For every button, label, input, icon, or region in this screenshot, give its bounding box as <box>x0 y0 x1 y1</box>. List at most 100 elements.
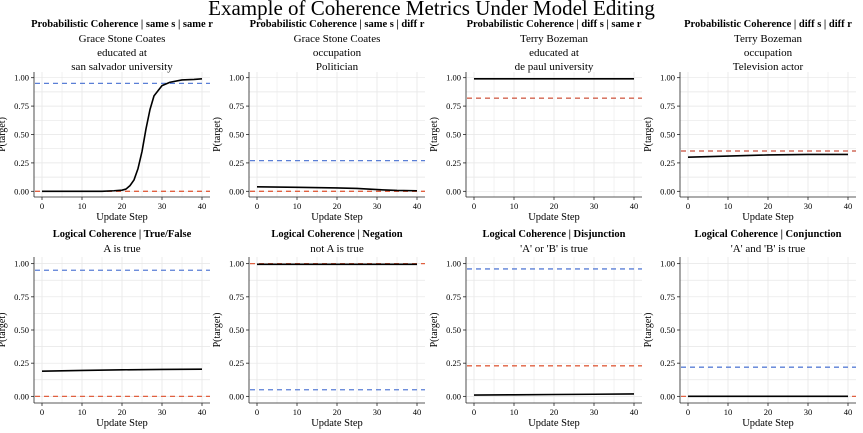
x-tick-label: 0 <box>255 407 259 417</box>
y-tick-label: 1.00 <box>14 259 29 269</box>
x-tick-label: 30 <box>158 201 167 211</box>
panel-subtitle-line: 'A' or 'B' is true <box>520 243 588 255</box>
panel-subtitle-line: san salvador university <box>71 61 173 73</box>
y-axis-label: P(target) <box>212 313 223 348</box>
y-tick-label: 1.00 <box>14 73 29 83</box>
panel-subtitle-line: Politician <box>316 61 359 73</box>
panel-subtitle-line: 'A' and 'B' is true <box>731 243 806 255</box>
panel-subtitle-line: Terry Bozeman <box>520 33 588 45</box>
x-tick-label: 0 <box>686 407 690 417</box>
x-tick-label: 0 <box>40 201 44 211</box>
y-tick-label: 0.75 <box>14 292 29 302</box>
x-tick-label: 20 <box>333 407 342 417</box>
x-axis-label: Update Step <box>96 418 148 429</box>
panel-subtitle-line: de paul university <box>515 61 594 73</box>
x-axis-label: Update Step <box>528 212 580 223</box>
chart-panel-2: Probabilistic Coherence | same s | diff … <box>212 19 425 223</box>
y-tick-label: 1.00 <box>660 259 675 269</box>
x-tick-label: 0 <box>686 201 690 211</box>
y-tick-label: 0.00 <box>229 391 244 401</box>
y-axis-label: P(target) <box>643 117 654 152</box>
y-tick-label: 0.75 <box>229 101 244 111</box>
panel-title: Logical Coherence | Conjunction <box>694 229 841 240</box>
y-tick-label: 1.00 <box>446 259 461 269</box>
y-tick-label: 0.00 <box>660 391 675 401</box>
panel-title: Probabilistic Coherence | diff s | diff … <box>684 19 852 30</box>
x-tick-label: 20 <box>764 407 773 417</box>
y-tick-label: 0.75 <box>14 101 29 111</box>
y-tick-label: 0.75 <box>229 292 244 302</box>
panel-subtitle-line: Grace Stone Coates <box>79 33 166 45</box>
panel-subtitle-line: Terry Bozeman <box>734 33 802 45</box>
panel-subtitle-line: educated at <box>529 47 579 59</box>
y-tick-label: 0.50 <box>446 130 461 140</box>
x-tick-label: 20 <box>764 201 773 211</box>
y-tick-label: 0.25 <box>14 358 29 368</box>
x-tick-label: 20 <box>333 201 342 211</box>
y-tick-label: 0.75 <box>446 101 461 111</box>
x-tick-label: 10 <box>510 201 519 211</box>
x-tick-label: 20 <box>118 201 127 211</box>
chart-panel-5: Logical Coherence | True/False A is true 0… <box>0 229 210 429</box>
y-axis-label: P(target) <box>212 117 223 152</box>
x-tick-label: 20 <box>550 201 559 211</box>
y-tick-label: 0.00 <box>446 186 461 196</box>
x-axis-label: Update Step <box>528 418 580 429</box>
figure-title: Example of Coherence Metrics Under Model… <box>208 0 655 20</box>
chart-panel-8: Logical Coherence | Conjunction 'A' and '… <box>643 229 856 429</box>
panel-title: Probabilistic Coherence | same s | diff … <box>250 19 425 30</box>
x-tick-label: 40 <box>198 407 207 417</box>
y-tick-label: 0.25 <box>229 158 244 168</box>
grid-lines <box>680 257 856 403</box>
x-tick-label: 10 <box>724 201 733 211</box>
y-tick-label: 0.50 <box>446 325 461 335</box>
series-line <box>473 393 635 396</box>
chart-panel-3: Probabilistic Coherence | diff s | same … <box>429 19 642 223</box>
y-tick-label: 1.00 <box>660 73 675 83</box>
chart-panel-6: Logical Coherence | Negation not A is tru… <box>212 229 425 429</box>
y-tick-label: 0.50 <box>229 325 244 335</box>
series-line <box>42 78 203 193</box>
chart-panel-1: Probabilistic Coherence | same s | same … <box>0 19 213 223</box>
y-axis-label: P(target) <box>643 313 654 348</box>
grid-lines <box>680 72 856 197</box>
y-tick-label: 1.00 <box>446 73 461 83</box>
chart-panel-4: Probabilistic Coherence | diff s | diff … <box>643 19 856 223</box>
x-tick-label: 40 <box>198 201 207 211</box>
panel-title: Probabilistic Coherence | same s | same … <box>31 19 213 30</box>
x-axis-label: Update Step <box>96 212 148 223</box>
grid-lines <box>466 257 642 403</box>
x-tick-label: 20 <box>118 407 127 417</box>
x-tick-label: 10 <box>78 407 87 417</box>
y-tick-label: 0.50 <box>660 130 675 140</box>
y-tick-label: 0.50 <box>660 325 675 335</box>
y-tick-label: 1.00 <box>229 259 244 269</box>
x-tick-label: 30 <box>590 201 599 211</box>
x-tick-label: 0 <box>255 201 259 211</box>
x-tick-label: 30 <box>590 407 599 417</box>
y-tick-label: 0.25 <box>14 158 29 168</box>
series-line <box>41 368 203 372</box>
series-line <box>256 185 418 192</box>
y-tick-label: 0.00 <box>446 391 461 401</box>
panel-subtitle-line: occupation <box>313 47 362 59</box>
x-tick-label: 0 <box>40 407 44 417</box>
x-axis-label: Update Step <box>311 418 363 429</box>
y-tick-label: 0.25 <box>229 358 244 368</box>
x-tick-label: 40 <box>413 407 422 417</box>
y-tick-label: 0.75 <box>660 292 675 302</box>
x-axis-label: Update Step <box>742 418 794 429</box>
x-axis-label: Update Step <box>311 212 363 223</box>
grid-lines <box>34 72 210 197</box>
panel-subtitle-line: not A is true <box>310 243 364 255</box>
panel-subtitle-line: Grace Stone Coates <box>294 33 381 45</box>
x-tick-label: 30 <box>373 407 382 417</box>
x-tick-label: 30 <box>158 407 167 417</box>
y-tick-label: 0.25 <box>660 158 675 168</box>
y-tick-label: 0.75 <box>446 292 461 302</box>
x-tick-label: 30 <box>804 201 813 211</box>
y-axis-label: P(target) <box>0 117 8 152</box>
grid-lines <box>249 257 425 403</box>
y-tick-label: 0.00 <box>229 186 244 196</box>
y-tick-label: 0.50 <box>14 325 29 335</box>
